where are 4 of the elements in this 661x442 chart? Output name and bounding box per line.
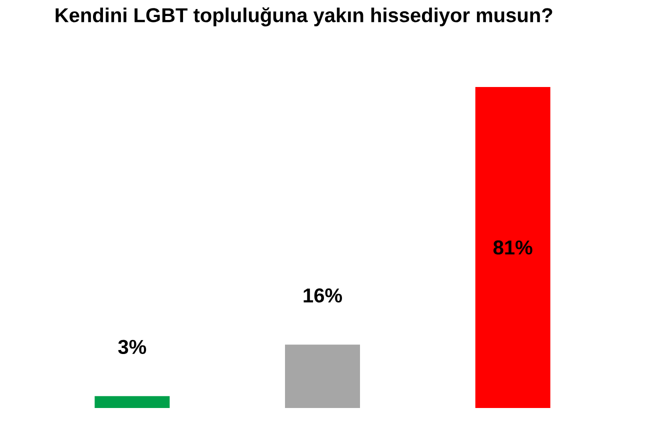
chart-title: Kendini LGBT topluluğuna yakın hissediyor musun?: [56, 7, 552, 26]
data-label: 16%: [304, 288, 342, 303]
data-label: 81%: [493, 240, 532, 255]
data-label: 3%: [118, 340, 146, 354]
